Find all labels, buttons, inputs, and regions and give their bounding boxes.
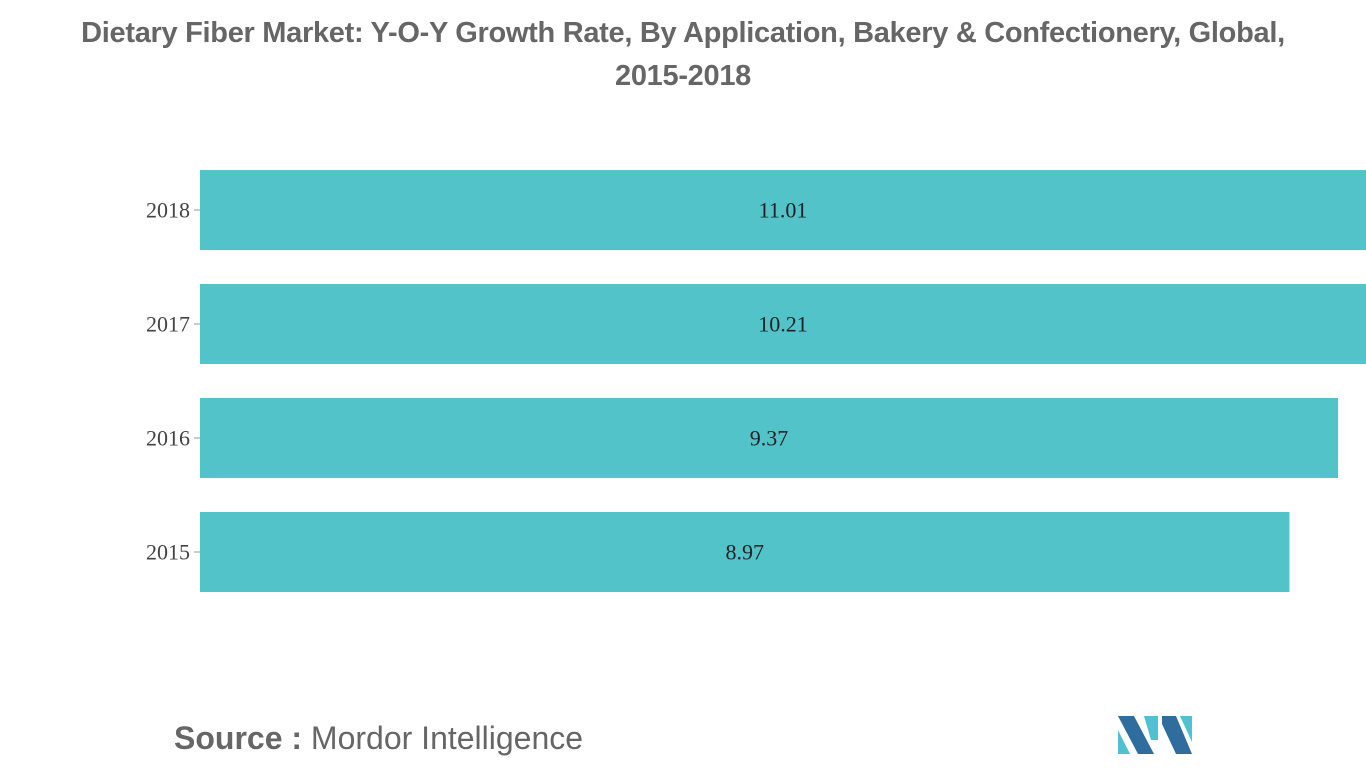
chart-title: Dietary Fiber Market: Y-O-Y Growth Rate,…: [0, 12, 1366, 98]
logo-left-stroke: [1118, 716, 1154, 754]
bar-2016: [200, 398, 1339, 478]
data-label-2018: 11.01: [759, 198, 808, 223]
bar-group-2015: 2015 8.97: [146, 512, 1290, 592]
chart-title-line-2: 2015-2018: [615, 60, 751, 92]
bar-2015: [200, 512, 1290, 592]
y-tick-label-2016: 2016: [146, 426, 190, 451]
data-label-2015: 8.97: [725, 540, 764, 565]
logo-left-base: [1118, 730, 1130, 754]
source-note: Source : Mordor Intelligence: [174, 720, 583, 757]
source-text: Mordor Intelligence: [310, 720, 584, 756]
data-label-2017: 10.21: [758, 312, 808, 337]
bar-group-2018: 2018 11.01: [146, 170, 1366, 250]
bar-group-2017: 2017 10.21: [146, 284, 1366, 364]
y-tick-label-2018: 2018: [146, 198, 190, 223]
bar-group-2016: 2016 9.37: [146, 398, 1339, 478]
source-label: Source :: [174, 720, 303, 756]
logo-right-edge: [1180, 716, 1192, 742]
chart-title-line-1: Dietary Fiber Market: Y-O-Y Growth Rate,…: [81, 17, 1285, 49]
logo-right-stroke: [1162, 716, 1192, 754]
y-tick-label-2017: 2017: [146, 312, 190, 337]
bar-2017: [200, 284, 1366, 364]
y-tick-label-2015: 2015: [146, 540, 190, 565]
mordor-intelligence-logo: [1118, 716, 1192, 754]
logo-middle-stroke: [1144, 716, 1158, 740]
bar-chart: 2018 11.01 2017 10.21 2016 9.37 2015 8.97: [146, 170, 1366, 592]
data-label-2016: 9.37: [750, 426, 789, 451]
bar-2018: [200, 170, 1366, 250]
